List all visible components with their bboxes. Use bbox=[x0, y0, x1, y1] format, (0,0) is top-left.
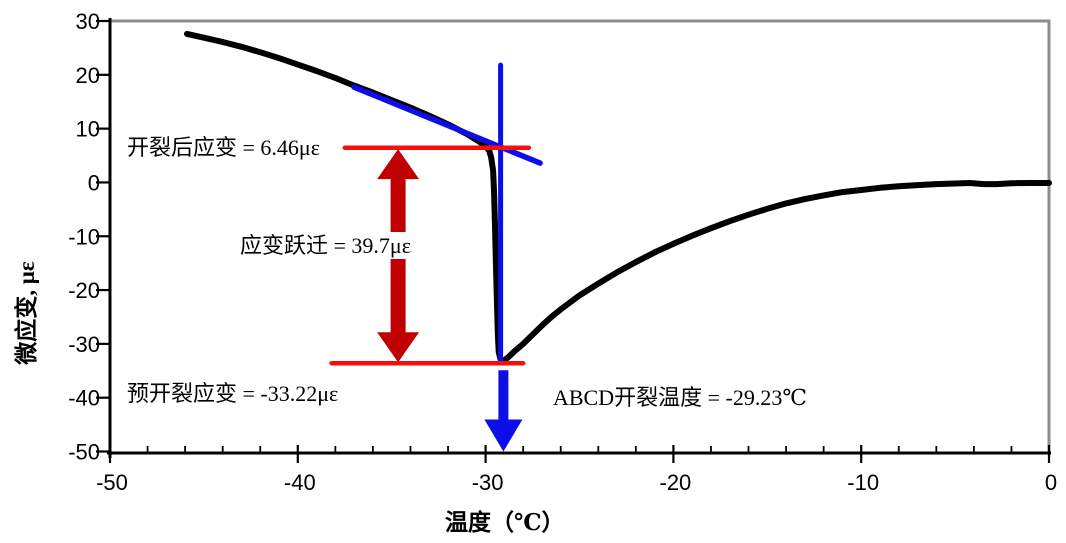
y-axis-tick-label: -10 bbox=[68, 224, 100, 249]
crack-temperature-arrow bbox=[484, 370, 523, 452]
y-axis-tick-label: 0 bbox=[88, 170, 100, 195]
x-axis-tick-label: 0 bbox=[1045, 470, 1057, 495]
crack-temperature-label: ABCD开裂温度 = -29.23℃ bbox=[553, 385, 807, 410]
x-axis-tick-label: -40 bbox=[284, 470, 316, 495]
y-axis-tick-label: 20 bbox=[76, 63, 100, 88]
y-axis-tick-label: 10 bbox=[76, 117, 100, 142]
x-axis-tick-label: -30 bbox=[472, 470, 504, 495]
strain-curve bbox=[184, 30, 1052, 365]
y-axis-tick-label: -30 bbox=[68, 332, 100, 357]
x-axis-tick-label: -20 bbox=[660, 470, 692, 495]
post-crack-strain-label: 开裂后应变 = 6.46με bbox=[127, 135, 320, 160]
y-axis-title: 微应变, με bbox=[14, 261, 39, 365]
plot-border bbox=[110, 19, 1051, 452]
x-axis-title: 温度（℃） bbox=[445, 510, 565, 535]
x-axis-tick-label: -50 bbox=[96, 470, 128, 495]
y-axis-tick-label: -20 bbox=[68, 278, 100, 303]
y-axis-tick-label: 30 bbox=[76, 9, 100, 34]
y-axis-tick-label: -50 bbox=[68, 440, 100, 465]
y-axis-tick-label: -40 bbox=[68, 386, 100, 411]
x-axis-tick-label: -10 bbox=[847, 470, 879, 495]
pre-crack-strain-label: 预开裂应变 = -33.22με bbox=[127, 381, 339, 406]
strain-jump-label: 应变跃迁 = 39.7με bbox=[237, 232, 414, 259]
tangent-line bbox=[351, 84, 543, 166]
